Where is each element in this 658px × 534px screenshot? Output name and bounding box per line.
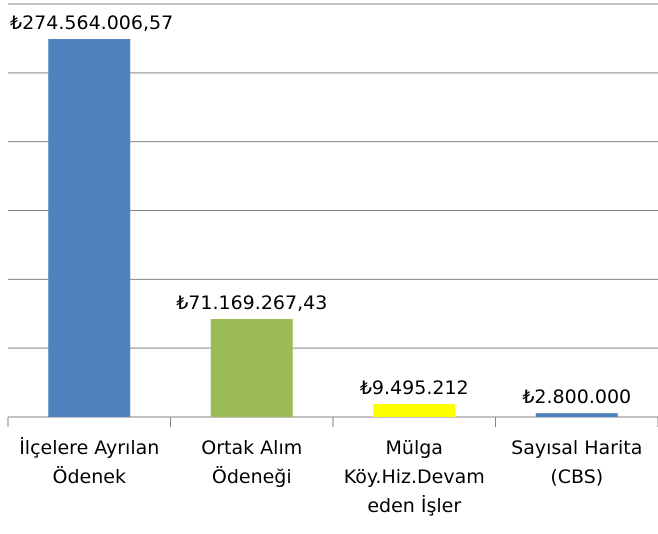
bar: [373, 403, 456, 417]
x-tick-label: Mülga Köy.Hiz.Devam eden İşler: [343, 437, 485, 517]
data-label: ₺9.495.212: [360, 377, 469, 399]
x-tick-label: İlçelere Ayrılan Ödenek: [19, 437, 160, 488]
bar: [210, 319, 293, 417]
bar: [535, 413, 618, 417]
x-tick-label: Sayısal Harita (CBS): [511, 437, 643, 488]
data-label: ₺2.800.000: [522, 386, 631, 408]
data-label: ₺71.169.267,43: [176, 292, 327, 314]
bar: [48, 39, 131, 418]
data-label: ₺274.564.006,57: [10, 12, 173, 34]
x-tick-label: Ortak Alım Ödeneği: [201, 437, 303, 488]
